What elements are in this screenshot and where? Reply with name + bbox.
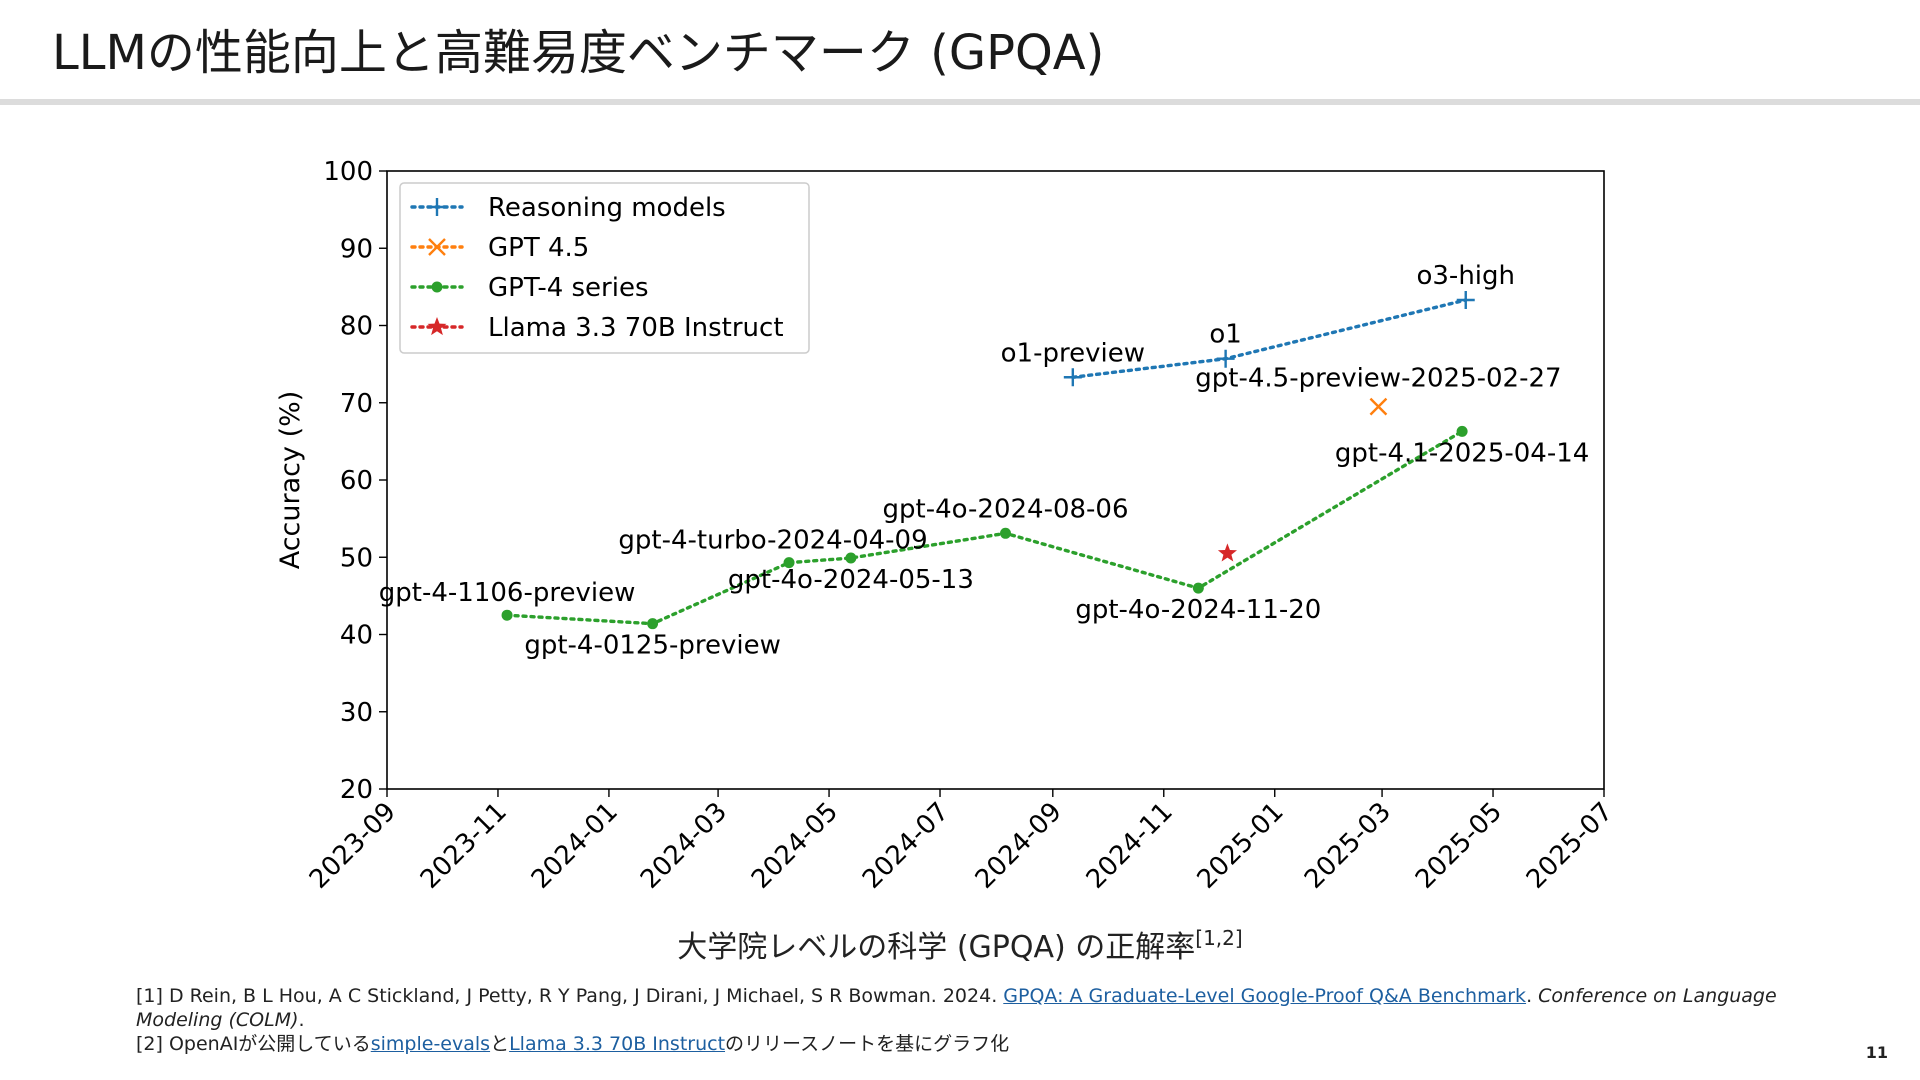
legend-label-3: Llama 3.3 70B Instruct [488, 313, 784, 343]
x-tick-label: 2024-05 [746, 797, 844, 895]
point-label: gpt-4-0125-preview [524, 631, 781, 661]
point-label: gpt-4o-2024-05-13 [728, 565, 974, 595]
legend-marker-2 [431, 281, 443, 293]
y-tick-label: 80 [340, 312, 373, 342]
ref1-separator: . [1526, 985, 1539, 1007]
reference-1: [1] D Rein, B L Hou, A C Stickland, J Pe… [136, 984, 1796, 1032]
ref1-authors: [1] D Rein, B L Hou, A C Stickland, J Pe… [136, 985, 1004, 1007]
page-number: 11 [1865, 1043, 1888, 1062]
x-tick-label: 2024-09 [970, 797, 1068, 895]
y-tick-label: 40 [340, 621, 373, 651]
x-tick-label: 2023-09 [304, 797, 402, 895]
x-tick-label: 2025-05 [1410, 797, 1508, 895]
llama-release-link[interactable]: Llama 3.3 70B Instruct [509, 1033, 726, 1055]
point-label: gpt-4o-2024-08-06 [883, 494, 1129, 524]
x-tick-label: 2024-11 [1081, 797, 1179, 895]
data-point-2-1 [647, 618, 659, 630]
ref2-prefix: [2] OpenAIが公開している [136, 1033, 371, 1055]
data-point-2-5 [1192, 582, 1204, 594]
ref1-venue: Conference on Language Modeling (COLM) [136, 985, 1777, 1031]
data-point-0-2 [1456, 291, 1475, 310]
legend-marker-3 [427, 317, 447, 336]
y-tick-label: 70 [340, 389, 373, 419]
caption-citation: [1,2] [1195, 926, 1243, 950]
x-tick-label: 2025-03 [1299, 797, 1397, 895]
ref1-paper-link[interactable]: GPQA: A Graduate-Level Google-Proof Q&A … [1003, 985, 1527, 1007]
chart-caption-text: 大学院レベルの科学 (GPQA) の正解率 [677, 930, 1196, 965]
legend-label-0: Reasoning models [488, 193, 726, 223]
y-tick-label: 100 [323, 157, 373, 187]
point-label: gpt-4.5-preview-2025-02-27 [1195, 364, 1561, 394]
references: [1] D Rein, B L Hou, A C Stickland, J Pe… [136, 984, 1796, 1056]
ref2-mid: と [490, 1033, 510, 1055]
ref2-suffix: のリリースノートを基にグラフ化 [725, 1033, 1010, 1055]
point-label: gpt-4.1-2025-04-14 [1335, 438, 1589, 468]
data-point-2-3 [845, 552, 857, 564]
y-tick-label: 20 [340, 775, 373, 805]
point-label: gpt-4o-2024-11-20 [1075, 595, 1321, 625]
data-point-2-4 [1000, 527, 1012, 539]
data-point-1-0 [1369, 397, 1388, 416]
y-tick-label: 90 [340, 234, 373, 264]
legend-marker-1 [428, 238, 446, 256]
legend-label-2: GPT-4 series [488, 273, 649, 303]
legend-box [399, 182, 810, 354]
data-point-2-2 [783, 557, 795, 569]
legend-marker-0 [428, 198, 446, 216]
reference-2: [2] OpenAIが公開しているsimple-evalsとLlama 3.3 … [136, 1032, 1796, 1056]
y-axis-label: Accuracy (%) [275, 391, 306, 570]
point-label: gpt-4-turbo-2024-04-09 [618, 526, 927, 556]
title-divider [0, 99, 1920, 105]
point-label: o1 [1209, 320, 1241, 350]
point-label: o3-high [1416, 261, 1515, 291]
x-tick-label: 2025-01 [1192, 797, 1290, 895]
x-tick-label: 2024-07 [857, 797, 955, 895]
y-tick-label: 30 [340, 698, 373, 728]
y-tick-label: 50 [340, 543, 373, 573]
x-tick-label: 2025-07 [1521, 797, 1619, 895]
chart-caption: 大学院レベルの科学 (GPQA) の正解率[1,2] [0, 922, 1920, 966]
x-tick-label: 2024-01 [526, 797, 624, 895]
x-tick-label: 2023-11 [415, 797, 513, 895]
data-point-2-0 [501, 609, 513, 621]
slide-title: LLMの性能向上と高難易度ベンチマーク (GPQA) [52, 25, 1105, 81]
point-label: o1-preview [1001, 338, 1145, 368]
y-tick-label: 60 [340, 466, 373, 496]
ref1-end: . [298, 1009, 305, 1031]
x-tick-label: 2024-03 [635, 797, 733, 895]
data-point-0-0 [1063, 368, 1082, 387]
legend-label-1: GPT 4.5 [488, 233, 589, 263]
data-point-3-0 [1217, 543, 1237, 562]
data-point-2-6 [1456, 425, 1468, 437]
point-label: gpt-4-1106-preview [379, 578, 636, 608]
simple-evals-link[interactable]: simple-evals [370, 1033, 491, 1055]
data-point-0-1 [1216, 349, 1235, 368]
